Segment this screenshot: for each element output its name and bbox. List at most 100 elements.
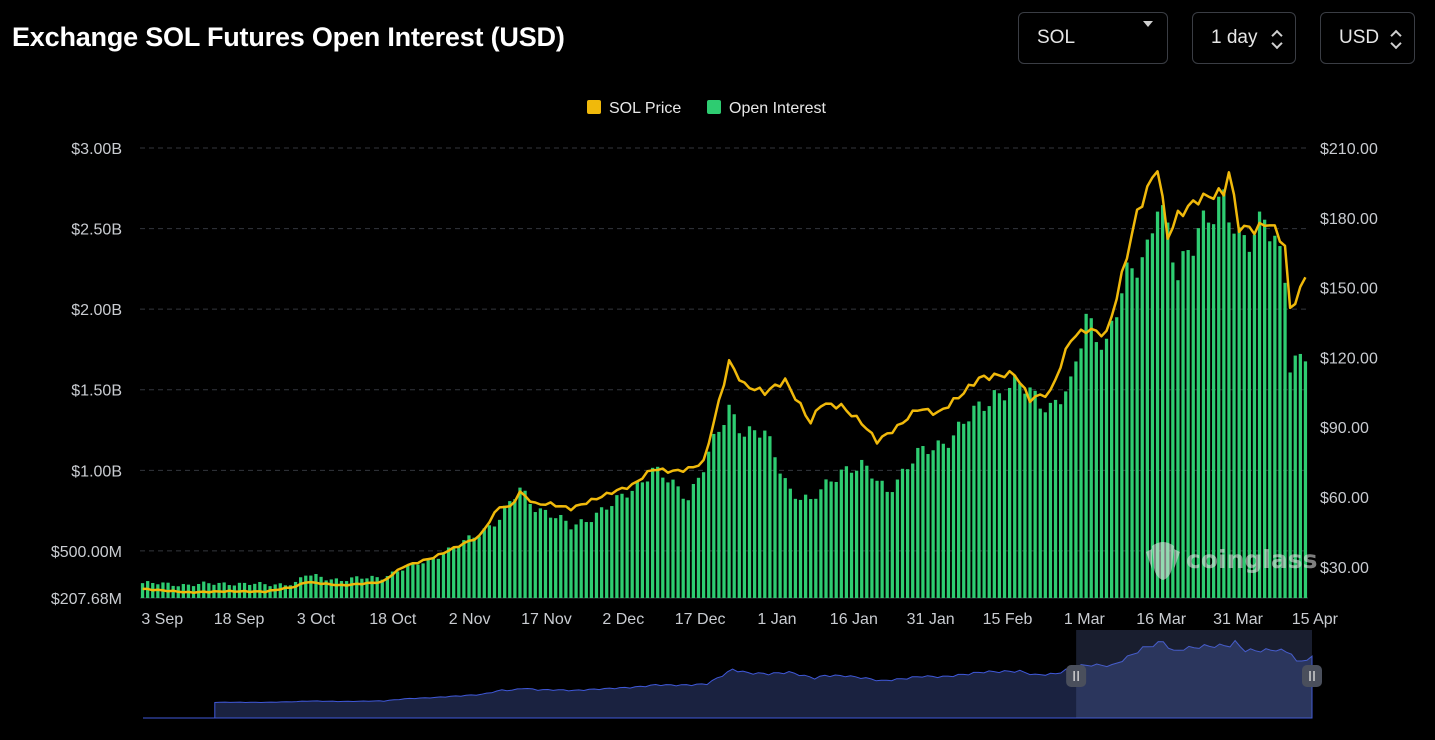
sol-price-line [142, 170, 1307, 594]
oi-bar [691, 483, 696, 598]
oi-bar [1217, 196, 1221, 599]
oi-bar [452, 547, 456, 598]
oi-bar [880, 480, 884, 598]
oi-bar [911, 463, 915, 598]
oi-bar [436, 558, 441, 598]
oi-bar [477, 536, 481, 598]
oi-bar [605, 509, 609, 598]
oi-bar [207, 583, 211, 598]
oi-bar [1125, 262, 1129, 598]
legend-item-sol-price[interactable]: SOL Price [587, 100, 681, 117]
oi-bar [446, 547, 451, 598]
oi-bar [1206, 222, 1211, 599]
oi-bar [1013, 375, 1017, 598]
oi-bar [1053, 399, 1058, 598]
oi-bar [406, 565, 410, 598]
navigator-series [143, 639, 1313, 719]
oi-bar [314, 574, 318, 598]
oi-bar [803, 494, 808, 598]
oi-bar [1242, 235, 1246, 598]
oi-bar [554, 518, 558, 598]
oi-bar [1293, 355, 1297, 598]
oi-bar [752, 430, 757, 598]
oi-bar [441, 554, 446, 598]
oi-bar [1155, 211, 1160, 599]
x-tick-label: 1 Mar [1064, 611, 1106, 628]
oi-bar [1023, 393, 1027, 598]
oi-bar [355, 576, 359, 598]
oi-bar [365, 578, 369, 598]
oi-bar [579, 519, 583, 598]
unit-select[interactable]: USD [1320, 12, 1415, 64]
oi-bar [1089, 318, 1093, 598]
oi-bar [763, 430, 767, 598]
oi-bar [304, 575, 308, 598]
oi-bar [793, 498, 798, 598]
x-tick-label: 18 Sep [214, 611, 265, 628]
x-tick-label: 17 Nov [521, 611, 572, 628]
oi-bar [268, 586, 272, 598]
x-tick-label: 15 Feb [983, 611, 1033, 628]
y-left-tick-label: $2.00B [71, 302, 122, 319]
oi-bar [783, 478, 787, 598]
oi-bar [926, 454, 930, 598]
oi-bar [293, 581, 298, 598]
oi-bar [1033, 390, 1037, 598]
y-right-tick-label: $120.00 [1320, 350, 1378, 367]
oi-bar [982, 410, 986, 598]
oi-bar [181, 584, 185, 598]
oi-bar [788, 488, 792, 598]
oi-bar [854, 470, 859, 598]
oi-bar [814, 498, 818, 598]
oi-bar [839, 469, 843, 598]
oi-bar [401, 570, 405, 598]
oi-bar [1043, 412, 1047, 598]
oi-bar [829, 481, 833, 598]
oi-bar [156, 584, 160, 598]
oi-bar [778, 473, 782, 598]
legend-swatch-sol-price [587, 100, 601, 114]
oi-bar [222, 582, 226, 598]
oi-bar [421, 563, 425, 598]
x-tick-label: 15 Apr [1292, 611, 1339, 628]
oi-bar [885, 491, 889, 598]
time-navigator[interactable] [143, 630, 1322, 719]
oi-bar [1130, 268, 1134, 598]
price-line-path [142, 170, 1307, 594]
coin-select[interactable]: SOL [1018, 12, 1168, 64]
drag-handle-icon [1302, 665, 1322, 687]
legend-item-open-interest[interactable]: Open Interest [707, 100, 827, 117]
oi-bar [594, 512, 599, 598]
oi-bar [661, 477, 665, 598]
oi-bar [1145, 239, 1149, 598]
oi-bar [140, 583, 145, 598]
oi-bar [681, 498, 685, 598]
oi-bar [834, 481, 838, 598]
oi-bar [487, 525, 492, 598]
navigator-handle-left[interactable] [1066, 665, 1087, 687]
oi-bar [1028, 387, 1032, 598]
oi-bar [1176, 280, 1180, 598]
oi-bar [916, 447, 920, 598]
oi-bar [1150, 233, 1155, 598]
oi-bar [309, 575, 313, 598]
oi-bar [742, 436, 747, 598]
oi-bar [722, 425, 726, 598]
oi-bar [849, 472, 854, 598]
oi-bar [625, 497, 629, 598]
oi-bar [712, 433, 716, 598]
oi-bar [844, 466, 849, 598]
interval-select[interactable]: 1 day [1192, 12, 1296, 64]
oi-bar [1263, 219, 1267, 599]
oi-bar [385, 576, 390, 598]
oi-bar [1257, 211, 1262, 598]
navigator-window[interactable] [1076, 630, 1312, 718]
oi-bar [1196, 228, 1200, 598]
oi-bar [395, 571, 400, 598]
navigator-handle-right[interactable] [1302, 665, 1322, 687]
oi-bar [905, 469, 910, 598]
oi-bar [1058, 404, 1063, 598]
oi-bar [1002, 400, 1007, 598]
oi-bar [1166, 222, 1170, 598]
oi-bar [987, 406, 991, 598]
